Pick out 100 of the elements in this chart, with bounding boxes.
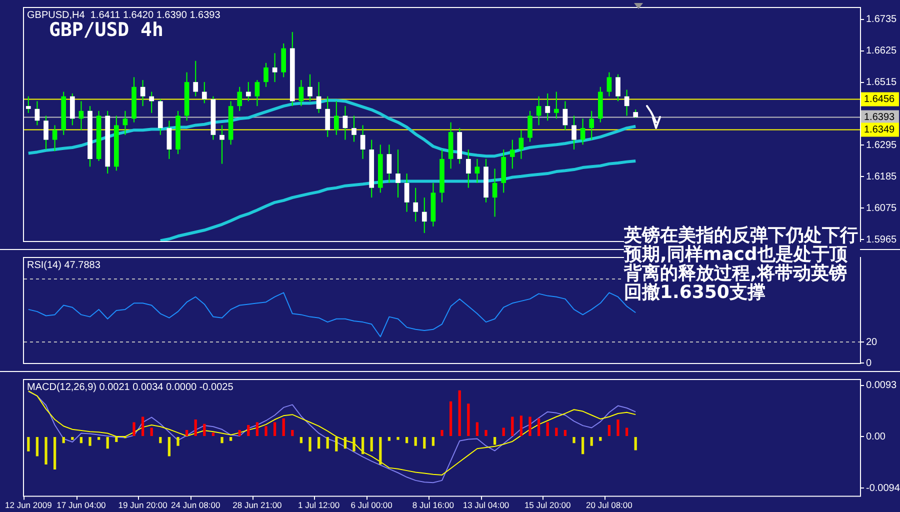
bar [484,430,488,436]
y-tick-label: 1.6075 [866,202,898,214]
bar [432,437,435,446]
bar [106,437,109,449]
x-tick-label: 17 Jun 04:00 [56,500,106,510]
bar [36,437,39,456]
bar [449,401,452,436]
y-tick-label: 1.6735 [866,14,898,26]
bar [388,437,391,441]
bar [53,437,56,470]
bar [238,430,241,436]
bar [616,420,620,436]
x-tick-label: 12 Jun 2009 [5,500,52,510]
bar [247,425,250,436]
annotation: RSI(14) 47.7883 [27,260,101,271]
bar [115,437,118,442]
bar [308,437,312,452]
y-tick-label: 0 [866,358,872,369]
bar [220,437,224,444]
bar [291,430,294,436]
x-tick-label: 1 Jul 12:00 [298,500,340,510]
text: GBP/USD 4h [49,19,164,41]
bar [396,437,400,440]
bar [546,422,549,436]
bar [379,437,382,465]
x-tick-label: 20 Jul 08:00 [586,500,633,510]
y-tick-label: 0.00 [866,431,886,442]
x-tick-label: 24 Jun 08:00 [171,500,220,510]
bar [62,437,65,444]
bar [370,437,373,452]
bar [150,428,153,436]
annotation: GBPUSD,H4 1.6411 1.6420 1.6390 1.6393 [27,10,221,21]
bar [467,404,470,436]
x-tick-label: 13 Jul 04:00 [462,500,510,510]
bar [194,420,197,436]
bar [326,437,329,449]
bar [282,418,285,436]
x-tick-label: 19 Jun 20:00 [118,500,168,510]
bar [344,437,347,449]
bar [361,437,364,454]
bar [132,422,136,436]
bar [440,430,444,436]
bar [528,416,532,436]
bar [405,437,408,444]
bar [88,437,92,446]
bar [493,437,496,445]
ref-line-label: 1.6393 [864,112,896,123]
bar [97,437,100,440]
bar [502,428,505,436]
bar [608,425,611,436]
bar [273,422,276,436]
bar [335,437,338,452]
bar [27,437,30,452]
x-tick-label: 15 Jul 20:00 [524,500,572,510]
bar [256,422,259,436]
bar [572,437,576,444]
x-tick-label: 6 Jul 00:00 [350,500,393,510]
bar [423,437,426,449]
y-tick-label: 20 [866,336,878,348]
bar [458,390,461,436]
bar [159,437,162,444]
y-tick-label: 1.5965 [866,234,898,246]
bar [317,437,320,449]
bar [564,430,567,436]
x-tick-label: 28 Jun 21:00 [232,500,282,510]
bar [168,437,171,456]
bar [555,428,558,436]
bar [141,416,144,436]
bar [71,437,74,440]
ref-line-label: 1.6456 [864,94,896,105]
bar [476,422,479,436]
bar [581,437,584,454]
bar [212,432,215,436]
annotation: MACD(12,26,9) 0.0021 0.0034 0.0000 -0.0025 [27,382,234,393]
bar [176,437,180,446]
bar [414,437,417,446]
bar [264,426,268,436]
y-tick-label: 1.6185 [866,171,898,182]
bar [625,428,628,436]
bar [634,437,637,450]
ref-line-label: 1.6349 [864,124,896,136]
y-tick-label: 1.6625 [866,46,898,57]
bar [203,424,206,436]
bar [537,418,540,436]
x-tick-label: 8 Jul 16:00 [412,500,454,510]
bar [229,437,232,441]
bar [511,416,514,436]
y-tick-label: 0.0093 [866,380,898,392]
bar [80,437,83,444]
bar [44,437,48,465]
bar [185,430,188,436]
y-tick-label: -0.0094 [866,482,900,494]
bar [590,437,593,446]
annotation: 英镑在美指的反弹下仍处下行预期,同样macd也是处于顶背离的释放过程,将带动英镑回撤1.6350支撑 [624,225,860,303]
bar [599,437,602,441]
y-tick-label: 1.6295 [866,140,898,151]
bar [300,437,303,444]
y-tick-label: 1.6515 [866,77,898,88]
bar [520,416,523,436]
bar [352,437,356,452]
